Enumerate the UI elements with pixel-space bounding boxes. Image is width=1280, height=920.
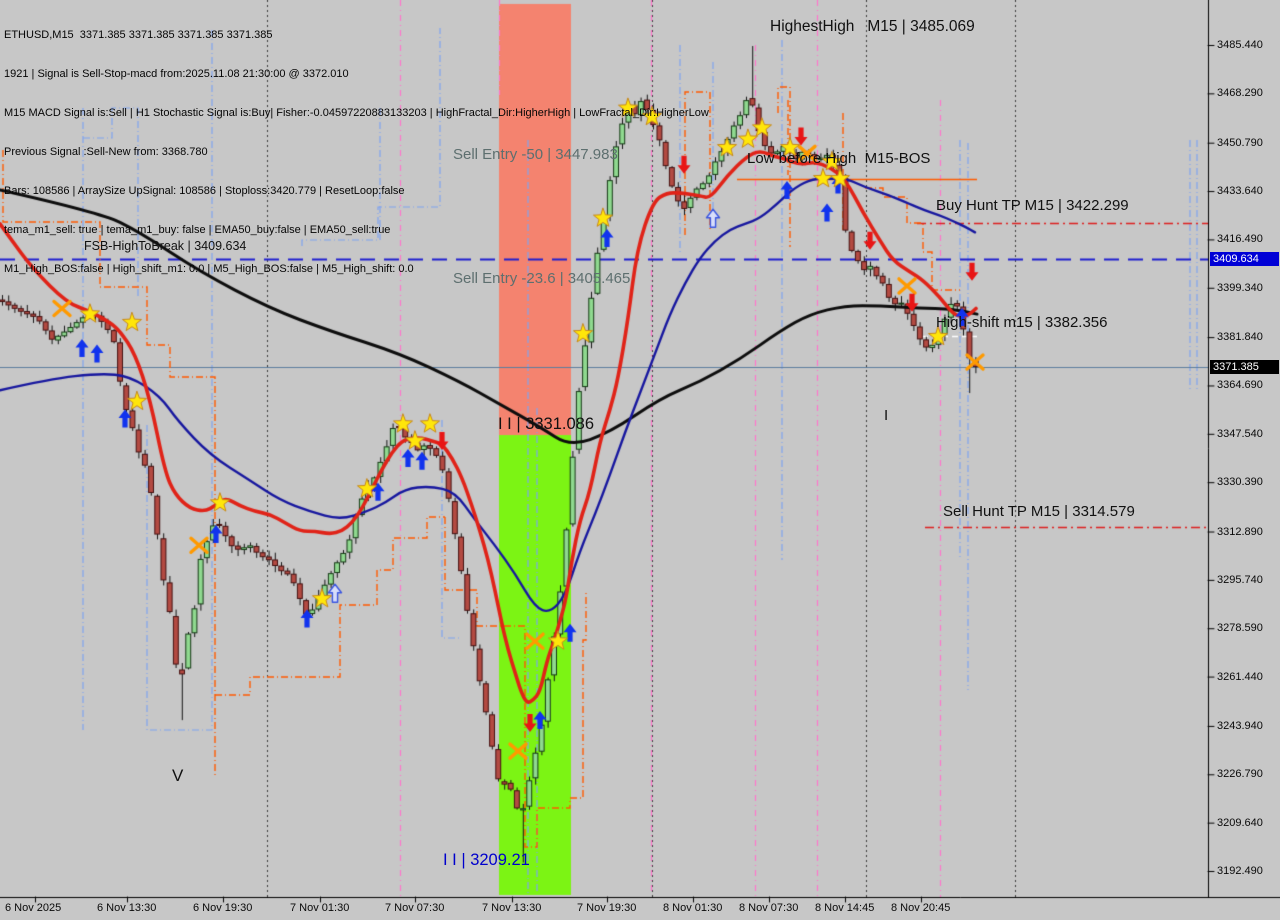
x-axis-label: 6 Nov 19:30 — [193, 902, 253, 914]
annotation-fractal-low: I I | 3209.21 — [443, 851, 530, 869]
y-axis-label: 3278.590 — [1217, 622, 1263, 635]
price-badge-current: 3371.385 — [1210, 360, 1279, 374]
y-axis-label: 3226.790 — [1217, 768, 1263, 781]
y-axis-label: 3347.540 — [1217, 427, 1263, 440]
info-panel: ETHUSD,M15 3371.385 3371.385 3371.385 33… — [4, 3, 709, 302]
y-axis-label: 3312.890 — [1217, 525, 1263, 538]
y-axis-label: 3381.840 — [1217, 331, 1263, 344]
annotation-buy-hunt-tp: Buy Hunt TP M15 | 3422.299 — [936, 197, 1129, 214]
info-line-bars: Bars: 108586 | ArraySize UpSignal: 10858… — [4, 185, 405, 197]
x-axis-label: 7 Nov 01:30 — [290, 902, 350, 914]
x-axis-label: 8 Nov 14:45 — [815, 902, 875, 914]
y-axis-label: 3261.440 — [1217, 670, 1263, 683]
annotation-high-shift: High-shift m15 | 3382.356 — [936, 314, 1108, 331]
x-axis-label: 7 Nov 19:30 — [577, 902, 637, 914]
info-line-bos: M1_High_BOS:false | High_shift_m1: 0.0 |… — [4, 263, 414, 275]
annotation-highest-high: HighestHigh M15 | 3485.069 — [770, 18, 975, 35]
y-axis-label: 3192.490 — [1217, 865, 1263, 877]
x-axis-label: 8 Nov 01:30 — [663, 902, 723, 914]
annotation-sell-entry-236: Sell Entry -23.6 | 3405.465 — [453, 270, 631, 287]
y-axis-label: 3209.640 — [1217, 816, 1263, 829]
price-badge-fsb: 3409.634 — [1210, 252, 1279, 266]
x-axis-label: 8 Nov 20:45 — [891, 902, 951, 914]
y-axis-label: 3468.290 — [1217, 87, 1263, 100]
annotation-fractal-high: I I | 3331.086 — [498, 415, 595, 433]
annotation-sell-entry-50: Sell Entry -50 | 3447.983 — [453, 146, 618, 163]
annotation-v-marker: V — [172, 766, 184, 785]
info-line-signal: 1921 | Signal is Sell-Stop-macd from:202… — [4, 68, 349, 80]
y-axis-label: 3416.490 — [1217, 233, 1263, 246]
annotation-fsb-high-to-break: FSB-HighToBreak | 3409.634 — [84, 239, 247, 253]
info-line-previous: Previous Signal :Sell-New from: 3368.780 — [4, 146, 208, 158]
annotation-low-before-high: Low before High M15-BOS — [747, 150, 931, 167]
y-axis-label: 3399.340 — [1217, 281, 1263, 294]
y-axis-label: 3243.940 — [1217, 719, 1263, 732]
annotation-sell-hunt-tp: Sell Hunt TP M15 | 3314.579 — [943, 503, 1135, 520]
x-axis-label: 7 Nov 13:30 — [482, 902, 542, 914]
x-axis-label: 6 Nov 13:30 — [97, 902, 157, 914]
info-line-macd: M15 MACD Signal is:Sell | H1 Stochastic … — [4, 107, 709, 119]
y-axis-label: 3330.390 — [1217, 476, 1263, 489]
y-axis-label: 3433.640 — [1217, 185, 1263, 198]
x-axis-label: 8 Nov 07:30 — [739, 902, 799, 914]
x-axis-label: 6 Nov 2025 — [5, 902, 62, 914]
y-axis-label: 3485.440 — [1217, 39, 1263, 51]
y-axis-label: 3295.740 — [1217, 573, 1263, 586]
annotation-i-marker: I — [884, 407, 889, 424]
info-line-quote: ETHUSD,M15 3371.385 3371.385 3371.385 33… — [4, 29, 273, 41]
x-axis-label: 7 Nov 07:30 — [385, 902, 445, 914]
y-axis-label: 3364.690 — [1217, 379, 1263, 392]
y-axis-label: 3450.790 — [1217, 136, 1263, 149]
info-line-tema: tema_m1_sell: true | tema_m1_buy: false … — [4, 224, 391, 236]
